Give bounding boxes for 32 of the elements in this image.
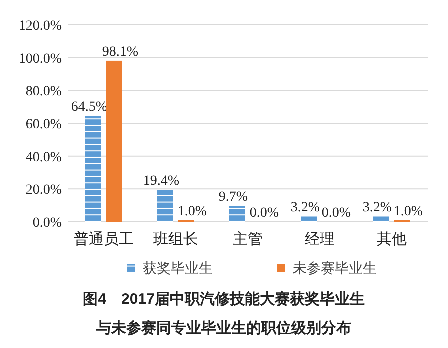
bar <box>158 190 174 222</box>
data-label: 9.7% <box>218 190 248 206</box>
bar <box>86 116 102 222</box>
y-tick-label: 0.0% <box>32 216 62 231</box>
data-label: 98.1% <box>102 44 139 60</box>
y-tick-label: 120.0% <box>18 19 62 34</box>
data-label: 1.0% <box>178 204 208 220</box>
bar <box>106 60 122 222</box>
legend-label: 获奖毕业生 <box>143 260 213 276</box>
data-label: 3.2% <box>362 200 392 216</box>
data-label: 3.2% <box>290 200 320 216</box>
x-tick-label: 经理 <box>305 231 335 248</box>
y-tick-label: 60.0% <box>26 118 62 132</box>
bar <box>230 206 246 222</box>
data-label: 19.4% <box>143 174 180 190</box>
data-label: 1.0% <box>394 204 424 220</box>
x-tick-label: 普通员工 <box>74 231 134 248</box>
y-tick-label: 40.0% <box>26 150 62 166</box>
y-tick-label: 80.0% <box>26 84 62 100</box>
text: 与未参赛同专业毕业生的职位级别分布 <box>96 319 352 337</box>
legend-label: 未参赛毕业生 <box>293 260 377 276</box>
x-tick-label: 主管 <box>233 231 263 248</box>
x-tick-label: 班组长 <box>154 231 198 248</box>
y-tick-label: 20.0% <box>26 183 62 198</box>
data-label: 64.5% <box>71 100 108 116</box>
data-label: 0.0% <box>250 206 280 221</box>
bar <box>302 216 318 222</box>
data-label: 0.0% <box>322 206 352 221</box>
x-tick-label: 其他 <box>377 231 407 248</box>
y-tick-label: 100.0% <box>18 52 62 67</box>
text: 图4 2017届中职汽修技能大赛获奖毕业生 <box>83 290 365 308</box>
bar <box>374 216 390 222</box>
